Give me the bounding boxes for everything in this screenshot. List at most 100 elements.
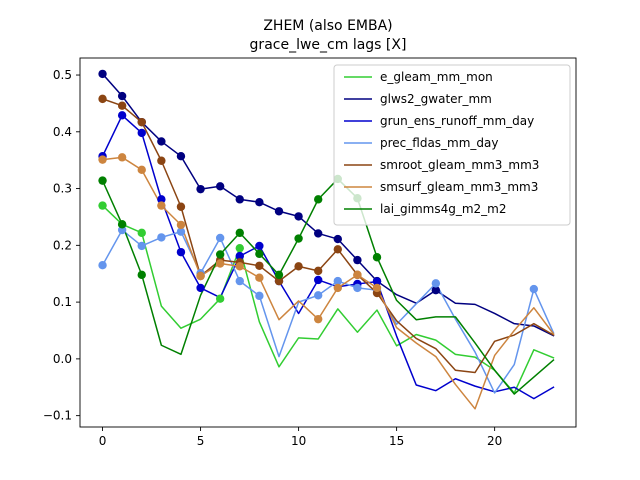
data-point-prec_fldas_mm_day-11: [314, 291, 323, 300]
data-point-glws2_gwater_mm-11: [314, 229, 323, 238]
legend: e_gleam_mm_mon glws2_gwater_mm grun_ens_ru…: [333, 64, 571, 226]
data-point-e_gleam_mm_mon-6: [215, 294, 225, 303]
data-point-e_gleam_mm_mon-7: [235, 243, 244, 253]
data-point-smsurf_gleam_mm3_mm3-8: [255, 273, 264, 282]
data-point-prec_fldas_mm_day-13: [353, 283, 362, 293]
data-point-lai_gimms4g_m2_m2-2: [137, 270, 146, 280]
y-tick-label-3: 0.2: [53, 238, 72, 252]
data-point-glws2_gwater_mm-6: [215, 182, 225, 191]
data-point-grun_ens_runoff_mm_day-7: [235, 251, 244, 261]
legend-label-glws2_gwater_mm: glws2_gwater_mm: [380, 92, 492, 106]
x-tick-label-10: 10: [291, 434, 306, 448]
y-tick-label-0: −0.1: [43, 409, 72, 423]
y-tick-label-4: 0.3: [53, 182, 72, 196]
data-point-smroot_gleam_mm3_mm3-0: [98, 94, 107, 104]
series-line-lai_gimms4g_m2_m2: [101, 178, 555, 395]
data-point-prec_fldas_mm_day-17: [431, 279, 441, 288]
data-point-smsurf_gleam_mm3_mm3-3: [157, 201, 166, 210]
chart-title: ZHEM (also EMBA): [263, 18, 392, 34]
legend-box: [333, 64, 571, 226]
data-point-grun_ens_runoff_mm_day-11: [314, 275, 323, 285]
data-point-glws2_gwater_mm-17: [431, 285, 441, 295]
data-point-grun_ens_runoff_mm_day-14: [372, 277, 382, 286]
series-line-smroot_gleam_mm3_mm3: [101, 97, 555, 374]
data-point-prec_fldas_mm_day-6: [215, 233, 225, 243]
data-point-glws2_gwater_mm-8: [255, 197, 264, 207]
data-point-smsurf_gleam_mm3_mm3-13: [353, 270, 362, 280]
data-point-smsurf_gleam_mm3_mm3-2: [137, 165, 146, 175]
data-point-smroot_gleam_mm3_mm3-12: [333, 245, 342, 254]
data-point-grun_ens_runoff_mm_day-3: [157, 195, 166, 204]
legend-label-prec_fldas_mm_day: prec_fldas_mm_day: [380, 136, 499, 150]
data-point-smsurf_gleam_mm3_mm3-11: [314, 314, 323, 324]
data-point-e_gleam_mm_mon-2: [137, 228, 146, 238]
data-point-lai_gimms4g_m2_m2-8: [255, 249, 264, 259]
data-point-smroot_gleam_mm3_mm3-1: [117, 101, 127, 110]
data-point-smroot_gleam_mm3_mm3-8: [255, 261, 264, 270]
data-point-prec_fldas_mm_day-2: [137, 241, 146, 251]
chart-subtitle: grace_lwe_cm lags [X]: [250, 37, 407, 53]
data-point-prec_fldas_mm_day-3: [157, 233, 166, 242]
data-point-prec_fldas_mm_day-22: [529, 284, 539, 294]
data-point-lai_gimms4g_m2_m2-0: [98, 176, 107, 185]
data-point-smsurf_gleam_mm3_mm3-1: [117, 153, 127, 162]
legend-label-e_gleam_mm_mon: e_gleam_mm_mon: [380, 70, 493, 84]
data-point-grun_ens_runoff_mm_day-4: [176, 247, 186, 257]
data-point-grun_ens_runoff_mm_day-1: [117, 111, 127, 120]
data-point-glws2_gwater_mm-13: [353, 255, 362, 265]
data-point-smsurf_gleam_mm3_mm3-0: [98, 155, 107, 164]
data-point-glws2_gwater_mm-12: [333, 234, 342, 244]
data-point-grun_ens_runoff_mm_day-2: [137, 128, 146, 138]
data-point-glws2_gwater_mm-5: [196, 184, 205, 194]
y-tick-label-2: 0.1: [53, 295, 72, 309]
data-point-smroot_gleam_mm3_mm3-4: [176, 202, 186, 211]
data-point-smroot_gleam_mm3_mm3-10: [294, 262, 303, 271]
data-point-smsurf_gleam_mm3_mm3-5: [196, 271, 205, 281]
axes-frame: [79, 57, 577, 428]
data-point-prec_fldas_mm_day-0: [98, 261, 107, 270]
data-point-lai_gimms4g_m2_m2-6: [215, 250, 225, 259]
plot-area: 0 5 10 15 20 −0.1 0.0 0.1 0.2 0.3 0.4 0.5: [43, 57, 577, 448]
data-point-glws2_gwater_mm-1: [117, 91, 127, 101]
legend-label-smsurf_gleam_mm3_mm3: smsurf_gleam_mm3_mm3: [380, 180, 538, 194]
data-point-smroot_gleam_mm3_mm3-3: [157, 156, 166, 165]
data-point-prec_fldas_mm_day-12: [333, 276, 342, 286]
data-point-glws2_gwater_mm-7: [235, 195, 244, 204]
data-point-e_gleam_mm_mon-0: [98, 201, 107, 210]
data-point-glws2_gwater_mm-3: [157, 137, 166, 146]
data-point-smroot_gleam_mm3_mm3-11: [314, 266, 323, 276]
data-point-prec_fldas_mm_day-7: [235, 276, 244, 286]
data-point-glws2_gwater_mm-10: [294, 212, 303, 221]
data-point-grun_ens_runoff_mm_day-8: [255, 241, 264, 251]
x-tick-label-15: 15: [389, 434, 404, 448]
y-tick-label-6: 0.5: [53, 68, 72, 82]
data-point-grun_ens_runoff_mm_day-5: [196, 283, 205, 293]
y-tick-label-5: 0.4: [53, 125, 72, 139]
x-tick-label-0: 0: [99, 434, 107, 448]
data-point-smsurf_gleam_mm3_mm3-6: [215, 259, 225, 268]
legend-label-lai_gimms4g_m2_m2: lai_gimms4g_m2_m2: [380, 202, 507, 216]
legend-label-grun_ens_runoff_mm_day: grun_ens_runoff_mm_day: [380, 114, 534, 128]
data-point-lai_gimms4g_m2_m2-11: [314, 195, 323, 204]
data-point-smsurf_gleam_mm3_mm3-14: [372, 283, 382, 293]
y-tick-label-1: 0.0: [53, 352, 72, 366]
data-point-lai_gimms4g_m2_m2-10: [294, 234, 303, 243]
data-point-smroot_gleam_mm3_mm3-2: [137, 117, 146, 127]
data-point-prec_fldas_mm_day-4: [176, 227, 186, 236]
data-point-smroot_gleam_mm3_mm3-9: [274, 276, 284, 286]
data-point-lai_gimms4g_m2_m2-7: [235, 228, 244, 238]
data-point-glws2_gwater_mm-0: [98, 69, 107, 79]
data-point-smsurf_gleam_mm3_mm3-12: [333, 283, 342, 293]
data-point-smsurf_gleam_mm3_mm3-7: [235, 262, 244, 271]
data-point-glws2_gwater_mm-4: [176, 152, 186, 161]
series-line-grun_ens_runoff_mm_day: [101, 114, 555, 400]
x-tick-label-5: 5: [197, 434, 205, 448]
data-point-prec_fldas_mm_day-8: [255, 291, 264, 301]
legend-label-smroot_gleam_mm3_mm3: smroot_gleam_mm3_mm3: [380, 158, 539, 172]
data-point-glws2_gwater_mm-9: [274, 207, 284, 216]
data-point-lai_gimms4g_m2_m2-14: [372, 253, 382, 262]
data-point-smsurf_gleam_mm3_mm3-4: [176, 220, 186, 230]
x-tick-label-20: 20: [487, 434, 502, 448]
data-point-lai_gimms4g_m2_m2-1: [117, 220, 127, 229]
